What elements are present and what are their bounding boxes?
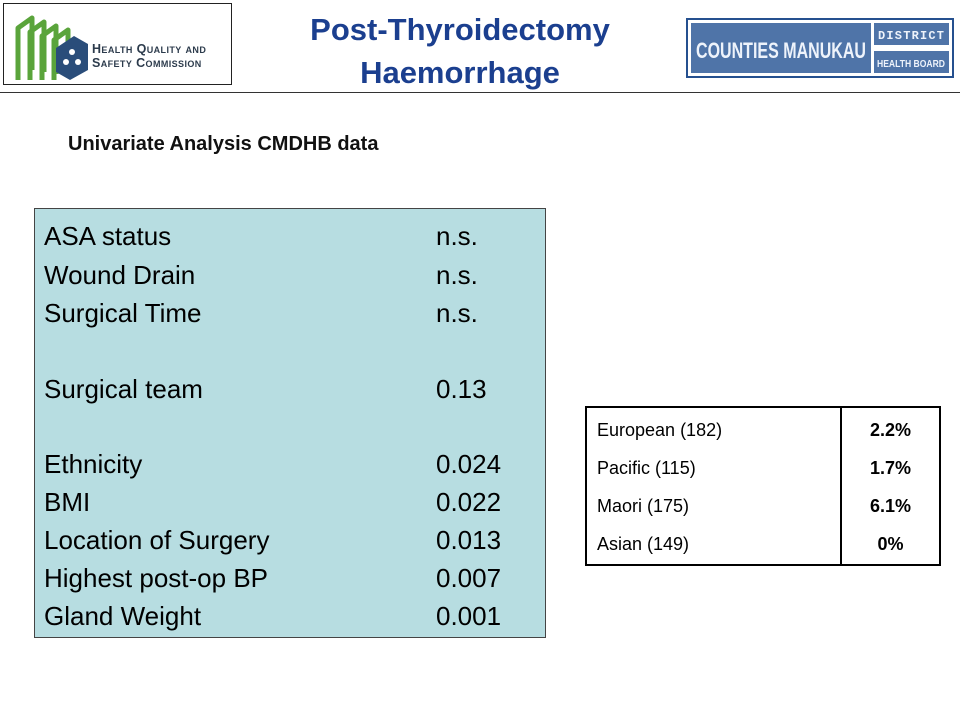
factor-label: ASA status — [44, 221, 172, 251]
factor-value: 0.013 — [436, 525, 502, 555]
ethnicity-table: European (182) 2.2% Pacific (115) 1.7% M… — [585, 406, 941, 566]
factor-label: Location of Surgery — [44, 525, 270, 555]
counties-manukau-logo: COUNTIES MANUKAU DISTRICT HEALTH BOARD — [686, 18, 954, 78]
factor-value: 0.024 — [436, 449, 502, 479]
hqsc-logo-mark-icon — [15, 15, 88, 80]
page-title: Post-Thyroidectomy Haemorrhage — [240, 8, 680, 94]
factor-label: Ethnicity — [44, 449, 143, 479]
hqsc-logo: Health Quality and Safety Commission — [3, 3, 232, 85]
factor-label: Surgical Time — [44, 298, 202, 328]
ethnicity-table-divider — [840, 408, 842, 564]
factor-value: n.s. — [436, 298, 478, 328]
ethnicity-rate: 6.1% — [869, 496, 912, 516]
cm-logo-health-board: HEALTH BOARD — [877, 59, 945, 70]
factor-value: n.s. — [436, 221, 478, 251]
univariate-factors-box: ASA status n.s. Wound Drain n.s. Surgica… — [34, 208, 546, 638]
factor-label: Gland Weight — [44, 601, 202, 631]
header-divider — [0, 92, 960, 93]
ethnicity-group: Maori (175) — [597, 496, 690, 516]
factor-label: Highest post-op BP — [44, 563, 269, 593]
hqsc-logo-text: Health Quality and Safety Commission — [92, 42, 206, 70]
factor-label: Surgical team — [44, 374, 203, 404]
cm-logo-district: DISTRICT — [878, 29, 944, 43]
ethnicity-group: Pacific (115) — [597, 458, 696, 478]
ethnicity-rate: 0% — [877, 534, 904, 554]
ethnicity-rate: 1.7% — [869, 458, 912, 478]
hqsc-logo-line2: Safety Commission — [92, 56, 202, 70]
ethnicity-group: Asian (149) — [597, 534, 690, 554]
factor-value: 0.001 — [436, 601, 502, 631]
factor-value: 0.13 — [436, 374, 487, 404]
page-title-line2: Haemorrhage — [360, 55, 560, 90]
factor-value: n.s. — [436, 260, 478, 290]
section-subtitle: Univariate Analysis CMDHB data — [68, 133, 379, 155]
ethnicity-rate: 2.2% — [869, 420, 912, 440]
ethnicity-group: European (182) — [597, 420, 723, 440]
page-title-line1: Post-Thyroidectomy — [310, 12, 610, 47]
factor-label: Wound Drain — [44, 260, 196, 290]
factor-value: 0.022 — [436, 487, 502, 517]
factor-label: BMI — [44, 487, 91, 517]
factor-value: 0.007 — [436, 563, 502, 593]
hqsc-logo-line1: Health Quality and — [92, 42, 207, 56]
cm-logo-name: COUNTIES MANUKAU — [696, 38, 866, 63]
